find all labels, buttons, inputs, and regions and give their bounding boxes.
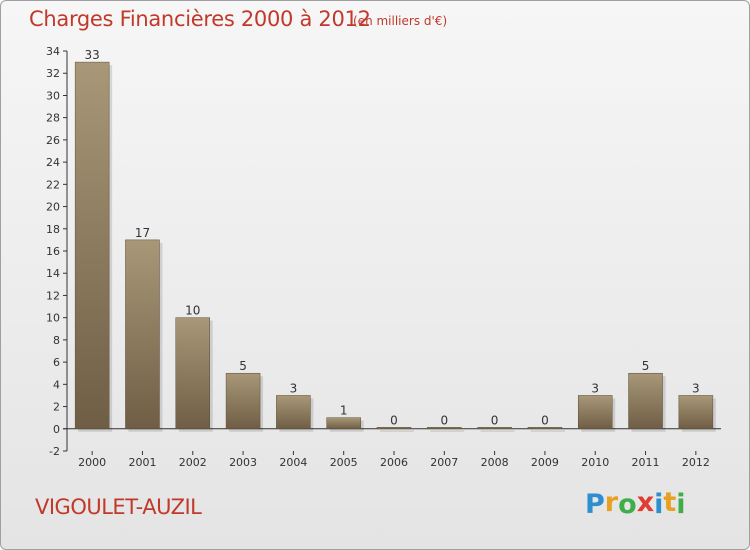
value-label: 1: [340, 404, 348, 418]
value-label: 0: [440, 413, 448, 427]
y-tick-label: 4: [53, 378, 60, 391]
y-tick-label: 20: [46, 201, 60, 214]
y-tick-label: 24: [46, 156, 60, 169]
value-label: 0: [541, 413, 549, 427]
x-tick-label: 2002: [179, 456, 207, 469]
logo-letter: P: [585, 489, 605, 520]
value-label: 5: [642, 359, 650, 373]
bar-2011: [628, 372, 663, 430]
chart-subtitle: (en milliers d'€): [353, 14, 448, 28]
bar-2003: [225, 372, 261, 430]
y-tick-label: 22: [46, 178, 60, 191]
y-tick-label: 0: [53, 423, 60, 436]
bar-shadow: [380, 430, 414, 432]
bar-2008: [477, 427, 512, 430]
bar-shadow: [480, 430, 515, 432]
bar-2007: [427, 427, 462, 430]
y-tick-label: 2: [53, 401, 60, 414]
y-tick-label: 32: [46, 67, 60, 80]
logo-letter: i: [654, 489, 664, 520]
x-tick-label: 2010: [581, 456, 609, 469]
x-tick-label: 2006: [380, 456, 408, 469]
bar-2000: [74, 61, 110, 430]
x-tick-label: 2005: [330, 456, 358, 469]
y-tick-label: 26: [46, 134, 60, 147]
value-label: 33: [85, 48, 100, 62]
logo-letter: x: [636, 487, 655, 518]
x-tick-label: 2001: [128, 456, 156, 469]
x-tick-label: 2000: [78, 456, 106, 469]
y-tick-label: 30: [46, 89, 60, 102]
y-tick-label: 12: [46, 289, 60, 302]
bar-2012: [678, 395, 714, 430]
value-label: 3: [692, 381, 700, 395]
value-label: 5: [239, 359, 247, 373]
chart-title: Charges Financières 2000 à 2012: [29, 7, 371, 31]
value-label: 3: [290, 381, 298, 395]
x-tick-label: 2011: [632, 456, 660, 469]
bar-2004: [276, 395, 311, 430]
y-tick-label: 8: [53, 334, 60, 347]
x-tick-label: 2007: [430, 456, 458, 469]
place-name: VIGOULET-AUZIL: [35, 495, 202, 519]
bar-2001: [125, 239, 160, 430]
logo-letter: o: [618, 489, 637, 520]
y-tick-label: 34: [46, 45, 60, 58]
x-tick-label: 2004: [279, 456, 307, 469]
y-tick-label: 14: [46, 267, 60, 280]
bar-shadow: [430, 430, 465, 432]
y-tick-label: -2: [49, 445, 60, 458]
value-label: 0: [390, 413, 398, 427]
value-label: 10: [185, 304, 200, 318]
y-tick-label: 18: [46, 223, 60, 236]
proxiti-logo: Proxiti: [585, 487, 686, 520]
bar-2009: [527, 427, 563, 430]
y-tick-label: 10: [46, 312, 60, 325]
logo-letter: t: [663, 487, 677, 518]
bar-shadow: [530, 430, 565, 432]
bar-2010: [577, 395, 613, 430]
bar-2006: [376, 427, 412, 430]
y-tick-label: 6: [53, 356, 60, 369]
bar-2002: [175, 317, 211, 430]
logo-letter: r: [604, 487, 619, 518]
x-tick-label: 2008: [481, 456, 509, 469]
x-tick-label: 2009: [531, 456, 559, 469]
value-label: 3: [591, 381, 599, 395]
value-label: 17: [135, 226, 150, 240]
y-tick-label: 28: [46, 112, 60, 125]
value-label: 0: [491, 413, 499, 427]
x-tick-label: 2003: [229, 456, 257, 469]
bar-2005: [326, 417, 361, 430]
y-tick-label: 16: [46, 245, 60, 258]
x-tick-label: 2012: [682, 456, 710, 469]
logo-letter: i: [676, 489, 686, 520]
